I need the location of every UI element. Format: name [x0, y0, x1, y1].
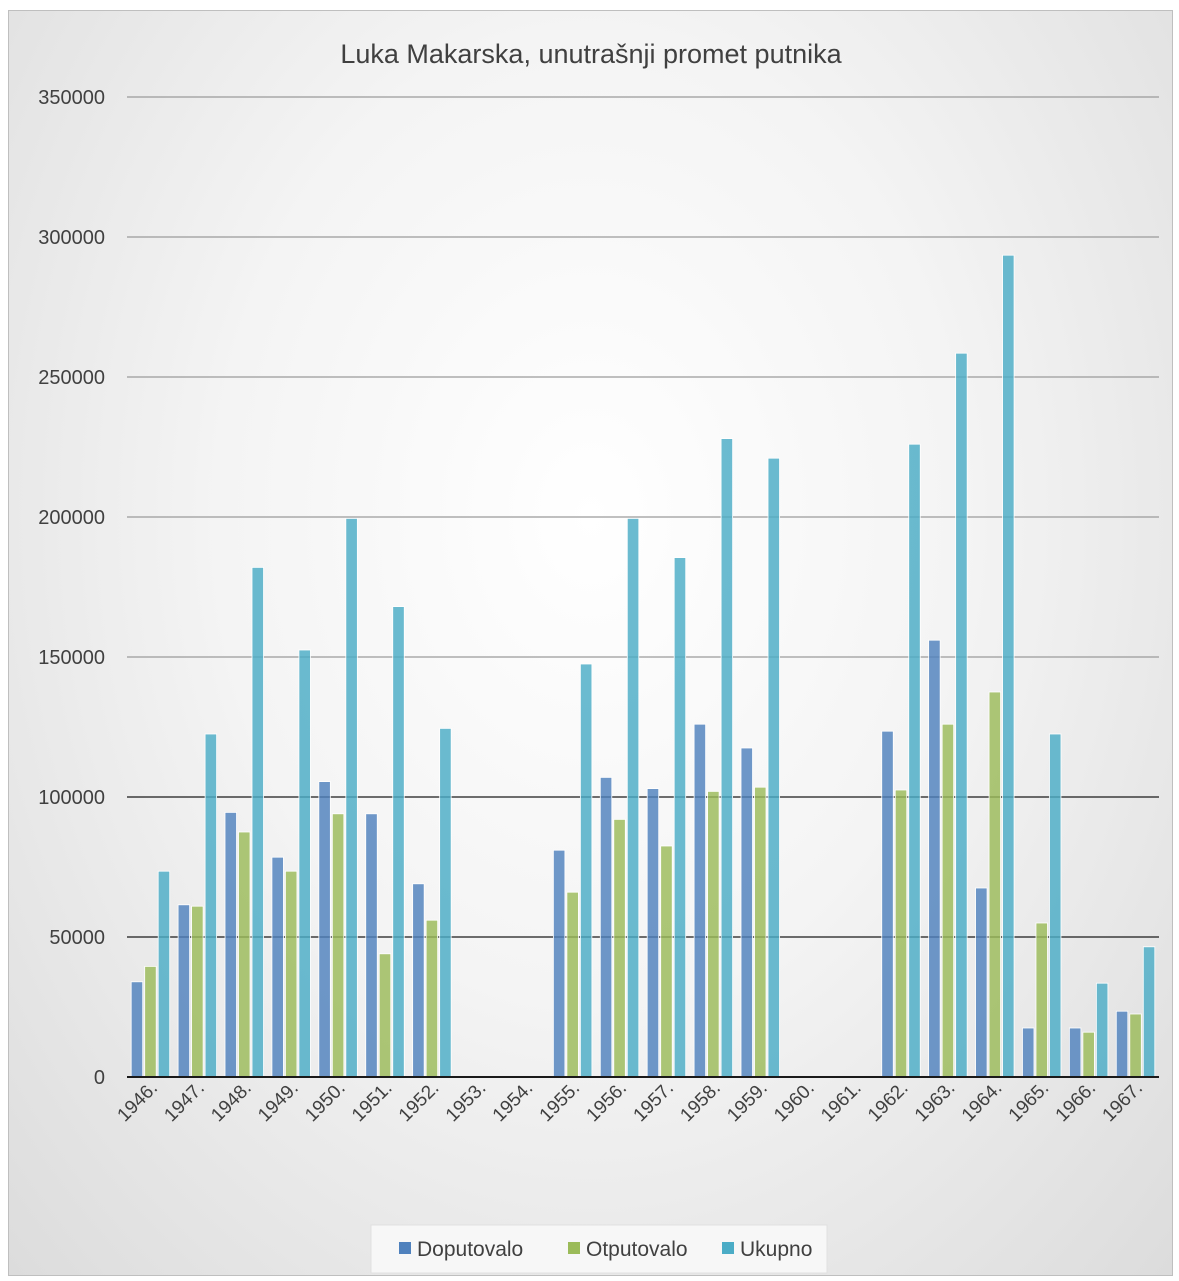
bar-ukupno-1966 — [1095, 982, 1109, 1078]
bar-chart: Luka Makarska, unutrašnji promet putnika… — [38, 39, 1159, 1274]
bar-ukupno-1951 — [392, 606, 405, 1078]
y-tick-label: 0 — [94, 1067, 105, 1089]
bar-otputovalo-1950 — [331, 813, 345, 1078]
bar-doputovalo-1957 — [646, 788, 660, 1078]
bar-otputovalo-1966 — [1082, 1031, 1095, 1078]
bar-doputovalo-1964 — [975, 887, 988, 1078]
legend-swatch-doputovalo — [399, 1242, 411, 1254]
bar-ukupno-1947 — [204, 733, 218, 1078]
legend-box — [370, 1224, 828, 1274]
bar-otputovalo-1949 — [285, 870, 298, 1078]
bar-ukupno-1956 — [626, 517, 640, 1078]
bar-ukupno-1955 — [579, 663, 593, 1078]
y-tick-label: 250000 — [38, 367, 105, 389]
legend-swatch-otputovalo — [568, 1242, 580, 1254]
y-tick-label: 300000 — [38, 227, 105, 249]
y-tick-label: 50000 — [49, 927, 105, 949]
x-tick-label: 1950. — [301, 1078, 349, 1126]
x-tick-label: 1960. — [770, 1078, 818, 1126]
bar-doputovalo-1966 — [1068, 1027, 1082, 1078]
legend-label-ukupno: Ukupno — [740, 1238, 812, 1261]
bar-doputovalo-1967 — [1115, 1010, 1129, 1078]
x-tick-label: 1967. — [1099, 1078, 1147, 1126]
bar-ukupno-1950 — [345, 517, 358, 1078]
bar-doputovalo-1951 — [365, 813, 378, 1078]
bar-otputovalo-1957 — [660, 845, 673, 1078]
bar-doputovalo-1955 — [552, 849, 566, 1078]
bar-otputovalo-1952 — [425, 919, 439, 1078]
bar-otputovalo-1946 — [144, 966, 157, 1078]
y-tick-label: 150000 — [38, 647, 105, 669]
bar-otputovalo-1958 — [707, 791, 720, 1078]
x-axis-ticks: 1946.1947.1948.1949.1950.1951.1952.1953.… — [114, 1078, 1148, 1126]
bar-ukupno-1957 — [673, 557, 687, 1078]
bar-ukupno-1964 — [1002, 254, 1015, 1078]
bar-otputovalo-1963 — [941, 723, 955, 1078]
x-tick-label: 1958. — [676, 1078, 724, 1126]
bar-otputovalo-1965 — [1035, 922, 1048, 1078]
bar-otputovalo-1948 — [238, 831, 251, 1078]
bar-ukupno-1946 — [157, 870, 171, 1078]
bar-doputovalo-1959 — [740, 747, 753, 1078]
y-tick-label: 100000 — [38, 787, 105, 809]
x-tick-label: 1957. — [630, 1078, 678, 1126]
legend-label-otputovalo: Otputovalo — [586, 1238, 688, 1261]
y-tick-label: 200000 — [38, 507, 105, 529]
bar-ukupno-1965 — [1049, 733, 1062, 1078]
bar-otputovalo-1967 — [1129, 1013, 1142, 1078]
legend-label-doputovalo: Doputovalo — [417, 1238, 523, 1261]
bar-doputovalo-1947 — [177, 904, 191, 1078]
bar-doputovalo-1949 — [271, 856, 284, 1078]
bar-ukupno-1958 — [720, 438, 734, 1078]
bar-otputovalo-1951 — [378, 953, 392, 1078]
x-tick-label: 1954. — [489, 1078, 537, 1126]
x-tick-label: 1947. — [160, 1078, 208, 1126]
bar-otputovalo-1964 — [988, 691, 1001, 1078]
x-tick-label: 1961. — [817, 1078, 865, 1126]
legend: Doputovalo Otputovalo Ukupno — [370, 1224, 828, 1274]
bar-otputovalo-1956 — [613, 819, 626, 1078]
x-tick-label: 1953. — [442, 1078, 490, 1126]
x-tick-label: 1955. — [536, 1078, 584, 1126]
x-tick-label: 1948. — [207, 1078, 255, 1126]
bar-otputovalo-1959 — [754, 786, 767, 1078]
x-tick-label: 1951. — [348, 1078, 396, 1126]
bar-ukupno-1963 — [955, 352, 968, 1078]
x-tick-label: 1946. — [114, 1078, 162, 1126]
chart-area: Luka Makarska, unutrašnji promet putnika… — [8, 10, 1173, 1276]
bar-doputovalo-1963 — [928, 639, 941, 1078]
bar-otputovalo-1955 — [566, 891, 579, 1078]
bars — [130, 254, 1156, 1078]
bar-ukupno-1952 — [439, 728, 452, 1078]
x-tick-label: 1963. — [911, 1078, 959, 1126]
bar-ukupno-1959 — [767, 457, 780, 1078]
x-tick-label: 1959. — [723, 1078, 771, 1126]
y-axis-ticks: 0 50000 100000 150000 200000 250000 300000 3500… — [38, 87, 105, 1089]
bar-doputovalo-1946 — [130, 981, 144, 1078]
bar-ukupno-1949 — [298, 649, 311, 1078]
x-tick-label: 1966. — [1052, 1078, 1100, 1126]
bar-doputovalo-1965 — [1022, 1027, 1035, 1078]
y-tick-label: 350000 — [38, 87, 105, 109]
x-tick-label: 1962. — [864, 1078, 912, 1126]
x-tick-label: 1949. — [254, 1078, 302, 1126]
bar-otputovalo-1962 — [894, 789, 908, 1078]
bar-ukupno-1967 — [1142, 946, 1156, 1078]
x-tick-label: 1965. — [1005, 1078, 1053, 1126]
x-tick-label: 1952. — [395, 1078, 443, 1126]
legend-swatch-ukupno — [722, 1242, 734, 1254]
bar-doputovalo-1958 — [693, 723, 707, 1078]
chart-title: Luka Makarska, unutrašnji promet putnika — [340, 39, 842, 69]
bar-otputovalo-1947 — [191, 905, 204, 1078]
bar-ukupno-1962 — [908, 443, 921, 1078]
x-tick-label: 1964. — [958, 1078, 1006, 1126]
bar-doputovalo-1952 — [412, 883, 425, 1078]
x-tick-label: 1956. — [583, 1078, 631, 1126]
bar-ukupno-1948 — [251, 567, 264, 1078]
bar-doputovalo-1956 — [599, 777, 613, 1078]
bar-doputovalo-1948 — [224, 812, 237, 1078]
bar-doputovalo-1962 — [881, 730, 894, 1078]
bar-doputovalo-1950 — [318, 781, 331, 1078]
